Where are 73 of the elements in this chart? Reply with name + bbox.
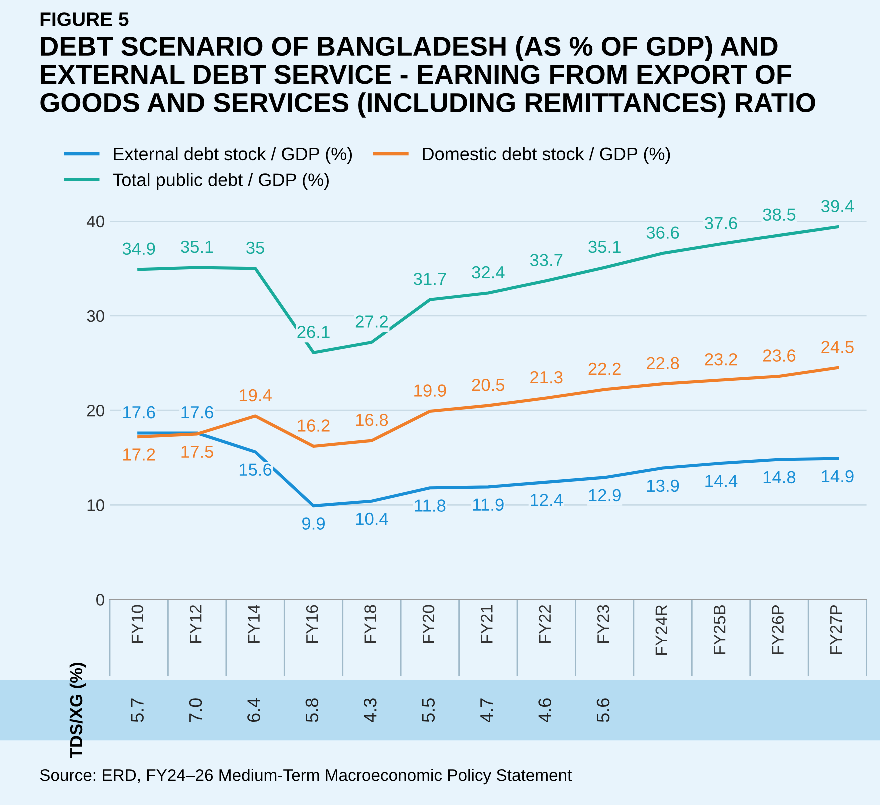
x-tick-label: FY16 bbox=[306, 605, 318, 644]
data-label: 17.6 bbox=[124, 406, 156, 419]
data-label: 36.6 bbox=[646, 226, 680, 239]
source-note: Source: ERD, FY24–26 Medium-Term Macroeconomic Policy Statement bbox=[40, 769, 572, 785]
x-tick-label: FY22 bbox=[539, 605, 551, 644]
data-label: 16.2 bbox=[298, 420, 330, 432]
text: 6.4 bbox=[248, 698, 260, 722]
legend-label: Total public debt / GDP (%) bbox=[113, 173, 329, 190]
legend-label: Domestic debt stock / GDP (%) bbox=[423, 147, 670, 164]
data-label: 35.1 bbox=[588, 240, 621, 254]
data-label: 33.7 bbox=[530, 254, 563, 266]
x-tick-label: FY12 bbox=[190, 605, 202, 644]
text: 5.5 bbox=[422, 698, 436, 722]
data-label: 17.5 bbox=[182, 446, 214, 458]
chart-subtitle: FIGURE 5 bbox=[40, 12, 129, 26]
x-tick-label: FY23 bbox=[598, 605, 610, 644]
y-tick-label: 40 bbox=[86, 216, 104, 228]
data-label: 19.9 bbox=[414, 384, 446, 397]
text: 5.6 bbox=[596, 698, 610, 722]
x-tick-label: FY24R bbox=[656, 605, 668, 656]
text: 4.6 bbox=[538, 698, 552, 723]
data-label: 31.7 bbox=[414, 273, 446, 286]
data-label: 23.2 bbox=[705, 353, 738, 366]
data-label: 35.1 bbox=[181, 240, 214, 254]
data-label: 14.8 bbox=[764, 471, 796, 484]
y-tick-label: 10 bbox=[88, 500, 104, 512]
data-label: 34.9 bbox=[122, 242, 156, 256]
x-tick-label: FY14 bbox=[248, 605, 260, 644]
data-label: 23.6 bbox=[763, 350, 796, 362]
text: 5.7 bbox=[131, 698, 144, 722]
data-label: 35 bbox=[246, 242, 264, 254]
x-tick-label: FY18 bbox=[364, 605, 376, 644]
x-tick-label: FY20 bbox=[422, 605, 435, 644]
data-label: 39.4 bbox=[821, 200, 854, 213]
data-label: 11.8 bbox=[415, 500, 446, 512]
data-label: 37.6 bbox=[705, 217, 738, 230]
text: 4.3 bbox=[364, 698, 377, 723]
legend-label: External debt stock / GDP (%) bbox=[114, 147, 352, 164]
data-label: 22.2 bbox=[588, 362, 621, 376]
data-label: 17.2 bbox=[124, 448, 156, 461]
text: 4.7 bbox=[480, 698, 494, 723]
data-label: 14.9 bbox=[822, 470, 854, 483]
data-label: 12.9 bbox=[589, 489, 621, 502]
data-label: 11.9 bbox=[473, 498, 504, 512]
x-tick-label: FY21 bbox=[481, 605, 493, 644]
data-label: 24.5 bbox=[822, 341, 854, 354]
x-tick-label: FY26P bbox=[772, 605, 784, 654]
data-label: 19.4 bbox=[240, 389, 272, 402]
data-label: 12.4 bbox=[531, 494, 564, 506]
data-label: 16.8 bbox=[356, 414, 388, 426]
y-tick-label: 30 bbox=[87, 310, 104, 322]
x-tick-label: FY27P bbox=[830, 605, 842, 654]
data-label: 9.9 bbox=[302, 518, 325, 530]
data-label: 38.5 bbox=[763, 208, 796, 222]
data-label: 26.1 bbox=[298, 326, 330, 338]
data-label: 27.2 bbox=[356, 316, 388, 328]
chart-title: DEBT SCENARIO OF BANGLADESH (AS % OF GDP) AND EXTERNAL DEBT SERVICE - EARNING FROM EXPORT OF GOODS AND SERVICES (INCLUDING REMITTANCES) RATIO bbox=[40, 36, 816, 118]
data-label: 21.3 bbox=[530, 371, 563, 384]
x-tick-label: FY10 bbox=[132, 605, 144, 644]
text: 5.8 bbox=[306, 698, 319, 722]
data-label: 14.4 bbox=[706, 475, 738, 488]
data-label: 22.8 bbox=[647, 357, 680, 370]
data-label: 17.6 bbox=[182, 406, 214, 419]
text: TDS/XG (%) bbox=[70, 663, 86, 758]
data-label: 20.5 bbox=[472, 378, 505, 392]
text: 7.0 bbox=[189, 698, 202, 722]
data-label: 32.4 bbox=[472, 266, 505, 279]
data-label: 15.6 bbox=[240, 464, 272, 476]
x-tick-label: FY25B bbox=[714, 605, 726, 654]
data-label: 10.4 bbox=[356, 512, 388, 526]
data-label: 13.9 bbox=[647, 480, 680, 492]
y-tick-label: 0 bbox=[96, 594, 104, 606]
y-tick-label: 20 bbox=[87, 404, 104, 417]
